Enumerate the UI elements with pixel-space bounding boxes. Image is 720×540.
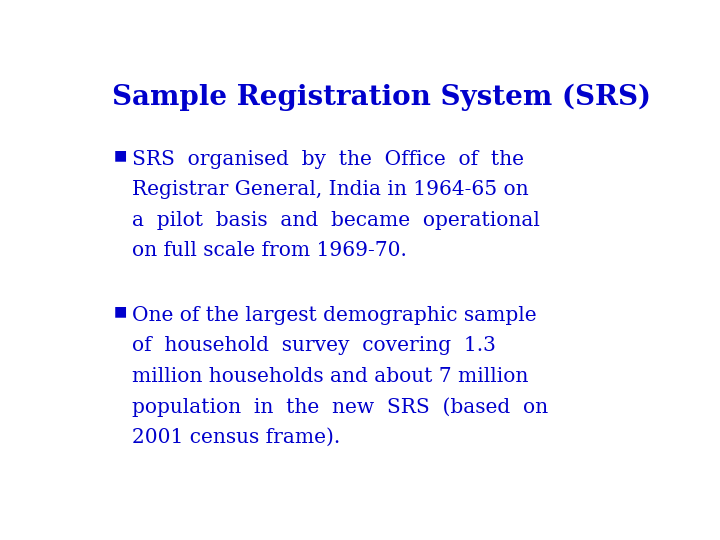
Text: 2001 census frame).: 2001 census frame). bbox=[132, 427, 340, 447]
Text: million households and about 7 million: million households and about 7 million bbox=[132, 367, 528, 386]
Text: Sample Registration System (SRS): Sample Registration System (SRS) bbox=[112, 84, 652, 111]
Text: of  household  survey  covering  1.3: of household survey covering 1.3 bbox=[132, 336, 496, 355]
Text: ■: ■ bbox=[114, 304, 127, 318]
Text: population  in  the  new  SRS  (based  on: population in the new SRS (based on bbox=[132, 397, 548, 417]
Text: on full scale from 1969-70.: on full scale from 1969-70. bbox=[132, 241, 407, 260]
Text: ■: ■ bbox=[114, 148, 127, 162]
Text: a  pilot  basis  and  became  operational: a pilot basis and became operational bbox=[132, 211, 540, 229]
Text: Registrar General, India in 1964-65 on: Registrar General, India in 1964-65 on bbox=[132, 180, 528, 199]
Text: SRS  organised  by  the  Office  of  the: SRS organised by the Office of the bbox=[132, 150, 524, 169]
Text: One of the largest demographic sample: One of the largest demographic sample bbox=[132, 306, 536, 325]
